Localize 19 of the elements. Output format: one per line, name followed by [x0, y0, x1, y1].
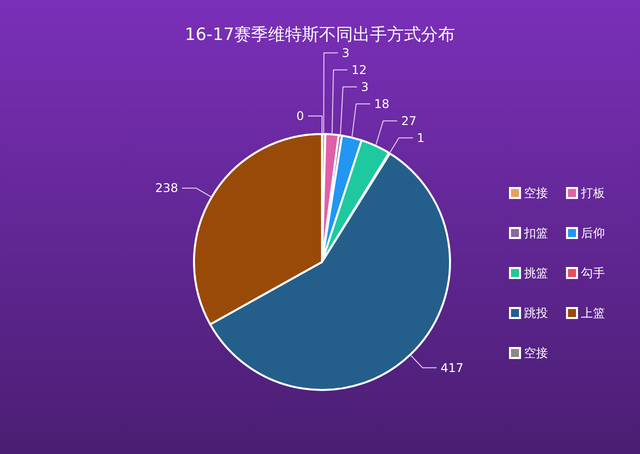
legend-label: 挑篮 — [524, 266, 548, 280]
legend-label: 勾手 — [581, 266, 605, 280]
legend-label: 跳投 — [524, 306, 548, 320]
chart-title: 16-17赛季维特斯不同出手方式分布 — [184, 25, 456, 45]
data-label: 3 — [342, 46, 350, 60]
legend-label: 后仰 — [581, 226, 605, 240]
data-label: 3 — [360, 80, 369, 94]
data-label: 238 — [155, 181, 178, 196]
legend-label: 空接 — [524, 186, 548, 200]
legend-label: 打板 — [580, 186, 605, 200]
data-label: 18 — [374, 96, 390, 111]
data-label: 417 — [440, 360, 464, 375]
text: 0 — [296, 109, 304, 123]
data-label: 12 — [351, 62, 367, 77]
data-label: 27 — [401, 114, 416, 128]
data-label: 1 — [416, 130, 425, 145]
legend-label: 上篮 — [581, 306, 605, 320]
legend-label: 空接 — [524, 346, 548, 360]
legend-label: 扣篮 — [523, 226, 548, 240]
